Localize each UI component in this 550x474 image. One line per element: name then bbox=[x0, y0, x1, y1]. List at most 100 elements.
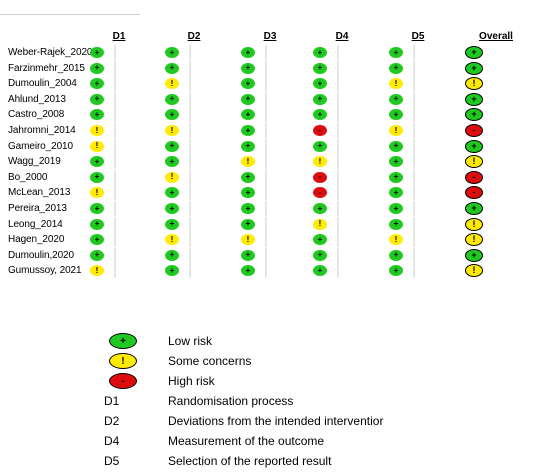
column-separator bbox=[189, 216, 191, 232]
judgement-cell: + bbox=[465, 61, 483, 75]
column-separator bbox=[337, 91, 339, 107]
judgement-low-dot: + bbox=[165, 203, 179, 214]
judgement-cell: + bbox=[241, 186, 255, 199]
column-separator bbox=[189, 138, 191, 154]
judgement-cell: + bbox=[241, 171, 255, 184]
judgement-cell: - bbox=[465, 170, 483, 184]
column-separator bbox=[337, 45, 339, 60]
judgement-cell: + bbox=[313, 140, 327, 153]
judgement-low-dot: + bbox=[465, 139, 483, 153]
judgement-cell: ! bbox=[90, 264, 104, 277]
judgement-low-dot: + bbox=[90, 203, 104, 214]
column-separator bbox=[337, 169, 339, 185]
column-separator bbox=[189, 60, 191, 76]
legend-d4-code: D4 bbox=[104, 434, 120, 448]
judgement-cell: ! bbox=[241, 233, 255, 246]
column-separator bbox=[337, 232, 339, 248]
column-separator bbox=[114, 247, 116, 263]
column-separator bbox=[265, 263, 267, 279]
judgement-cell: + bbox=[389, 218, 403, 231]
judgement-cell: + bbox=[241, 77, 255, 90]
judgement-cell: ! bbox=[90, 186, 104, 199]
study-row: Ahlund_2013 + + + + + + bbox=[0, 91, 550, 107]
column-separator bbox=[413, 76, 415, 92]
judgement-low-dot: + bbox=[241, 47, 255, 58]
judgement-low-dot: + bbox=[90, 156, 104, 168]
judgement-cell: ! bbox=[465, 217, 483, 231]
judgement-cell: + bbox=[313, 233, 327, 246]
judgement-cell: + bbox=[241, 124, 255, 137]
header-d1: D1 bbox=[112, 31, 126, 42]
legend-d4-text: Measurement of the outcome bbox=[168, 434, 325, 448]
judgement-high-dot: - bbox=[465, 124, 483, 137]
judgement-low-dot: + bbox=[389, 265, 403, 277]
judgement-low-dot: + bbox=[389, 249, 403, 261]
judgement-cell: + bbox=[90, 233, 104, 246]
legend-row-d5: D5 Selection of the reported result bbox=[0, 452, 550, 470]
judgement-cell: + bbox=[313, 264, 327, 277]
judgement-low-dot: + bbox=[165, 156, 179, 168]
column-separator bbox=[337, 60, 339, 76]
column-separator bbox=[265, 91, 267, 107]
column-separator bbox=[114, 60, 116, 76]
column-separator bbox=[189, 263, 191, 279]
judgement-cell: + bbox=[241, 62, 255, 75]
column-separator bbox=[413, 185, 415, 201]
judgement-cell: + bbox=[165, 62, 179, 75]
study-row: McLean_2013! + + - + - bbox=[0, 185, 550, 201]
column-separator bbox=[189, 45, 191, 60]
judgement-low-dot: + bbox=[389, 156, 403, 168]
judgement-cell: + bbox=[389, 155, 403, 168]
judgement-cell: + bbox=[465, 108, 483, 122]
judgement-some-dot: ! bbox=[465, 77, 483, 91]
judgement-cell: + bbox=[389, 186, 403, 199]
judgement-cell: + bbox=[165, 155, 179, 168]
judgement-cell: ! bbox=[389, 77, 403, 90]
judgement-low-dot: + bbox=[241, 140, 255, 152]
judgement-some-dot: ! bbox=[389, 78, 403, 90]
column-separator bbox=[337, 216, 339, 232]
judgement-some-dot: ! bbox=[465, 217, 483, 231]
judgement-cell: + bbox=[90, 155, 104, 168]
column-separator bbox=[337, 107, 339, 123]
judgement-cell: + bbox=[90, 202, 104, 215]
column-separator bbox=[413, 91, 415, 107]
legend-row-d1: D1 Randomisation process bbox=[0, 392, 550, 410]
column-separator bbox=[114, 232, 116, 248]
header-overall: Overall bbox=[479, 31, 513, 42]
judgement-cell: + bbox=[165, 218, 179, 231]
judgement-cell: + bbox=[465, 202, 483, 215]
judgement-low-dot: + bbox=[313, 234, 327, 246]
legend-some-symbol: ! bbox=[108, 353, 138, 369]
risk-of-bias-grid: D1 D2 D3 D4 D5 Overall Weber-Rajek_2020 + + + + + + F… bbox=[0, 31, 550, 279]
judgement-low-dot: + bbox=[389, 109, 403, 121]
study-row: Pereira_2013 + + + + + + bbox=[0, 201, 550, 216]
header-d3: D3 bbox=[263, 31, 277, 42]
study-name: Leong_2014 bbox=[8, 218, 63, 230]
judgement-low-dot: + bbox=[465, 92, 483, 106]
judgement-low-dot: + bbox=[241, 171, 255, 183]
judgement-cell: + bbox=[389, 140, 403, 153]
study-name: Gumussoy, 2021 bbox=[8, 265, 82, 277]
column-separator bbox=[114, 45, 116, 60]
judgement-cell: + bbox=[165, 186, 179, 199]
judgement-low-dot: + bbox=[465, 248, 483, 262]
judgement-low-dot: + bbox=[313, 62, 327, 74]
judgement-low-dot: + bbox=[389, 218, 403, 230]
column-separator bbox=[265, 216, 267, 232]
column-separator bbox=[265, 201, 267, 216]
judgement-cell: + bbox=[465, 248, 483, 262]
judgement-cell: + bbox=[313, 62, 327, 75]
judgement-low-dot: + bbox=[90, 171, 104, 183]
column-separator bbox=[265, 123, 267, 138]
judgement-low-dot: + bbox=[241, 265, 255, 277]
column-separator bbox=[189, 185, 191, 201]
judgement-cell: ! bbox=[90, 124, 104, 137]
column-separator bbox=[265, 247, 267, 263]
judgement-cell: + bbox=[465, 46, 483, 59]
judgement-some-dot: ! bbox=[465, 264, 483, 278]
judgement-low-dot: + bbox=[90, 249, 104, 261]
judgement-low-dot: + bbox=[241, 93, 255, 105]
judgement-low-dot: + bbox=[465, 61, 483, 75]
column-separator bbox=[413, 45, 415, 60]
